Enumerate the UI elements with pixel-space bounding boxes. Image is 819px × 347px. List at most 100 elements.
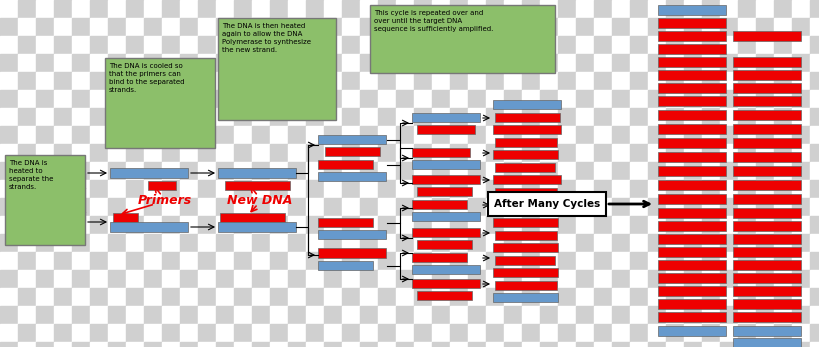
Bar <box>809 162 819 180</box>
Bar <box>162 252 180 270</box>
Text: Primers: Primers <box>138 194 192 206</box>
Bar <box>755 216 773 234</box>
Bar <box>414 216 432 234</box>
Bar <box>318 218 373 227</box>
Bar <box>755 306 773 324</box>
Bar <box>360 270 378 288</box>
Bar <box>251 144 269 162</box>
Bar <box>611 198 629 216</box>
Bar <box>108 90 126 108</box>
Bar <box>495 113 559 122</box>
Bar <box>197 54 215 72</box>
Bar <box>36 162 54 180</box>
Bar <box>305 108 324 126</box>
Bar <box>647 180 665 198</box>
Bar <box>414 324 432 342</box>
Bar <box>90 0 108 18</box>
Bar <box>732 124 800 134</box>
Bar <box>683 90 701 108</box>
Bar <box>269 126 287 144</box>
Bar <box>108 18 126 36</box>
Bar <box>809 252 819 270</box>
Bar <box>593 162 611 180</box>
Bar <box>557 234 575 252</box>
Bar <box>719 0 737 18</box>
Bar <box>90 342 108 347</box>
Bar <box>557 270 575 288</box>
Bar <box>809 72 819 90</box>
Bar <box>162 72 180 90</box>
Bar <box>18 252 36 270</box>
Bar <box>72 144 90 162</box>
Bar <box>215 54 233 72</box>
Bar <box>414 234 432 252</box>
Bar <box>72 72 90 90</box>
Bar <box>657 96 725 106</box>
Bar <box>657 166 725 176</box>
Bar <box>719 288 737 306</box>
Bar <box>5 155 85 245</box>
Bar <box>90 198 108 216</box>
Bar <box>414 342 432 347</box>
Bar <box>342 324 360 342</box>
Bar <box>432 126 450 144</box>
Bar <box>197 108 215 126</box>
Bar <box>629 288 647 306</box>
Bar <box>324 252 342 270</box>
Bar <box>251 126 269 144</box>
Bar <box>593 198 611 216</box>
Bar <box>791 144 809 162</box>
Bar <box>318 248 386 258</box>
Bar <box>396 144 414 162</box>
Bar <box>251 162 269 180</box>
Bar <box>215 180 233 198</box>
Bar <box>287 90 305 108</box>
Bar <box>732 180 800 190</box>
Bar <box>36 108 54 126</box>
Bar <box>218 18 336 120</box>
Bar <box>411 265 479 274</box>
Bar <box>683 234 701 252</box>
Bar <box>657 312 725 322</box>
Bar <box>657 70 725 80</box>
Bar <box>432 324 450 342</box>
Bar <box>396 0 414 18</box>
Bar <box>432 234 450 252</box>
Bar <box>468 324 486 342</box>
Bar <box>593 108 611 126</box>
Bar <box>701 342 719 347</box>
Bar <box>378 18 396 36</box>
Bar <box>791 216 809 234</box>
Bar <box>773 162 791 180</box>
Bar <box>665 0 683 18</box>
Bar <box>305 126 324 144</box>
Bar <box>180 216 197 234</box>
Bar <box>36 342 54 347</box>
Bar <box>647 270 665 288</box>
Bar <box>90 162 108 180</box>
Bar <box>701 288 719 306</box>
Bar <box>773 126 791 144</box>
Bar <box>557 216 575 234</box>
Bar <box>486 72 504 90</box>
Bar <box>108 162 126 180</box>
Bar <box>36 216 54 234</box>
Bar <box>450 54 468 72</box>
Bar <box>126 108 144 126</box>
Bar <box>360 126 378 144</box>
Bar <box>629 180 647 198</box>
Bar <box>486 342 504 347</box>
Bar <box>593 18 611 36</box>
Bar <box>269 54 287 72</box>
Bar <box>233 216 251 234</box>
Bar <box>701 306 719 324</box>
Bar <box>305 180 324 198</box>
Bar <box>251 306 269 324</box>
Bar <box>180 180 197 198</box>
Bar <box>701 180 719 198</box>
Bar <box>72 342 90 347</box>
Bar <box>318 230 386 239</box>
Bar <box>737 198 755 216</box>
Bar <box>540 54 557 72</box>
Bar <box>144 180 162 198</box>
